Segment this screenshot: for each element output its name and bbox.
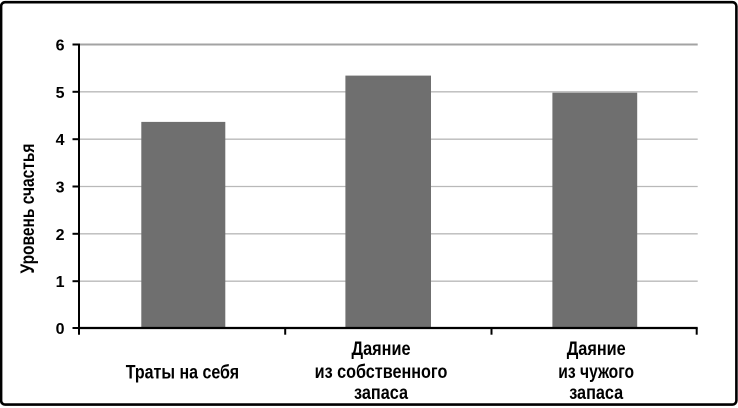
svg-text:1: 1	[56, 274, 65, 291]
svg-text:запаса: запаса	[354, 383, 408, 404]
svg-text:5: 5	[56, 85, 65, 102]
svg-text:0: 0	[56, 321, 65, 338]
svg-text:3: 3	[56, 180, 65, 197]
svg-text:2: 2	[56, 227, 65, 244]
svg-text:из чужого: из чужого	[558, 362, 634, 383]
svg-text:запаса: запаса	[569, 383, 623, 404]
svg-text:4: 4	[56, 132, 65, 149]
svg-text:Даяние: Даяние	[567, 339, 626, 360]
svg-text:Уровень счастья: Уровень счастья	[18, 144, 39, 274]
svg-text:Траты на себя: Траты на себя	[126, 362, 239, 383]
svg-text:из собственного: из собственного	[315, 362, 448, 383]
svg-text:Даяние: Даяние	[352, 339, 411, 360]
svg-text:6: 6	[56, 38, 65, 55]
